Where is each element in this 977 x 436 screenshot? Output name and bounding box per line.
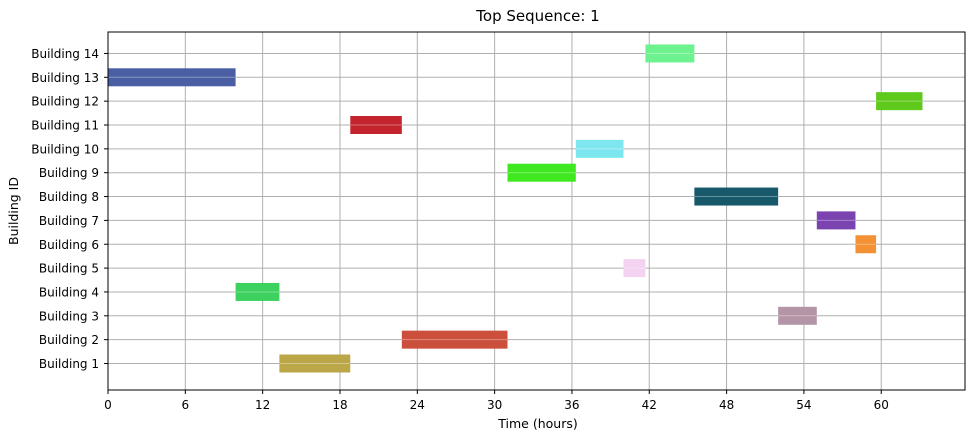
y-tick-label: Building 4	[39, 285, 99, 299]
y-tick-label: Building 14	[31, 47, 99, 61]
y-tick-label: Building 8	[39, 190, 99, 204]
y-tick-label: Building 10	[31, 142, 99, 156]
x-axis-label: Time (hours)	[497, 416, 577, 431]
task-bar	[778, 306, 817, 325]
x-tick-label: 30	[487, 398, 502, 412]
task-bar	[507, 163, 576, 182]
task-bar	[855, 235, 877, 254]
x-tick-label: 60	[874, 398, 889, 412]
y-tick-label: Building 12	[31, 95, 99, 109]
y-tick-label: Building 11	[31, 119, 99, 133]
grid-lines	[107, 32, 965, 390]
x-axis-ticks: 0 6 12 18 24 30 36 42 48 54 60	[104, 390, 889, 412]
x-tick-label: 36	[564, 398, 579, 412]
y-tick-label: Building 5	[39, 262, 99, 276]
y-tick-label: Building 1	[39, 357, 99, 371]
y-tick-label: Building 7	[39, 214, 99, 228]
y-tick-label: Building 3	[39, 309, 99, 323]
x-tick-label: 48	[719, 398, 734, 412]
task-bar	[279, 354, 351, 373]
y-axis-ticks: Building 1 Building 2 Building 3 Building 4…	[31, 47, 108, 371]
task-bar	[694, 187, 779, 206]
x-tick-label: 0	[104, 398, 112, 412]
chart-title: Top Sequence: 1	[475, 7, 599, 25]
task-bar	[108, 68, 236, 87]
task-bar	[876, 92, 923, 111]
x-tick-label: 6	[182, 398, 190, 412]
task-bar	[816, 211, 856, 230]
y-tick-label: Building 9	[39, 166, 99, 180]
x-tick-label: 42	[642, 398, 657, 412]
task-bar	[350, 116, 402, 134]
plot-frame	[107, 31, 966, 391]
y-tick-label: Building 2	[39, 333, 99, 347]
task-bar	[645, 44, 695, 63]
y-tick-label: Building 6	[39, 238, 99, 252]
task-bars	[108, 44, 923, 373]
x-tick-label: 18	[332, 398, 347, 412]
y-axis-label: Building ID	[6, 177, 21, 245]
x-tick-label: 54	[796, 398, 811, 412]
task-bar	[623, 259, 646, 278]
task-bar	[575, 139, 624, 158]
x-tick-label: 12	[255, 398, 270, 412]
x-tick-label: 24	[410, 398, 425, 412]
y-tick-label: Building 13	[31, 71, 99, 85]
task-bar	[401, 330, 508, 349]
task-bar	[235, 282, 280, 301]
